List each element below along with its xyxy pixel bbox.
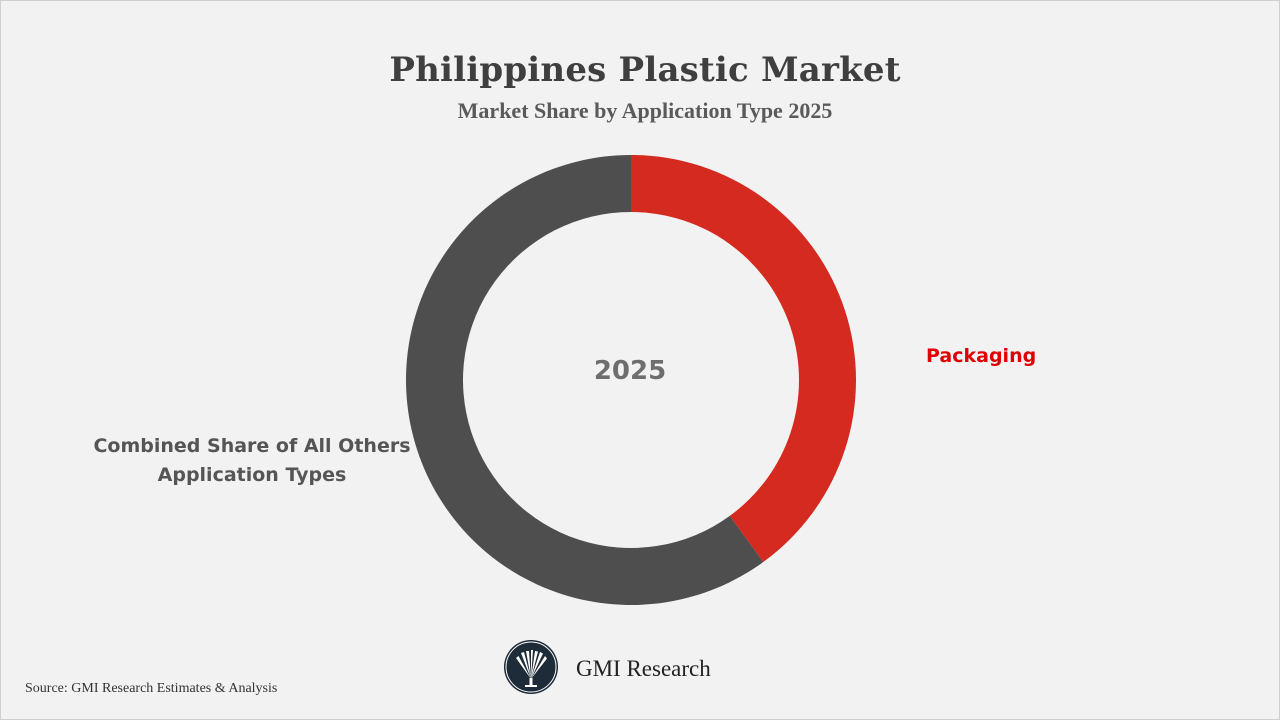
donut-slice-packaging xyxy=(631,155,856,563)
slice-label-packaging: Packaging xyxy=(926,345,1037,367)
gmi-fan-logo-icon xyxy=(504,640,558,694)
brand-name: GMI Research xyxy=(576,656,711,681)
donut-center-label: 2025 xyxy=(593,356,667,386)
source-note: Source: GMI Research Estimates & Analysi… xyxy=(25,681,278,696)
donut-slice-others xyxy=(406,155,764,605)
slice-label-others: Combined Share of All Others Application… xyxy=(92,432,412,490)
slice-label-others-line2: Application Types xyxy=(157,464,347,486)
chart-title: Philippines Plastic Market xyxy=(389,50,901,90)
chart-subtitle: Market Share by Application Type 2025 xyxy=(457,98,833,123)
slice-label-others-line1: Combined Share of All Others xyxy=(93,435,411,457)
